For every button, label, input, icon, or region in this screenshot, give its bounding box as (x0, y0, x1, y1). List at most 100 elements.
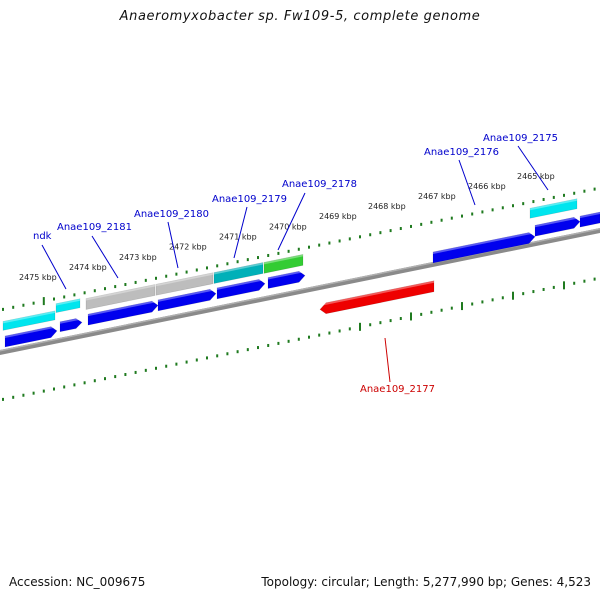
ruler-minor-tick (318, 243, 321, 247)
cds-arrow (534, 216, 581, 237)
ruler-minor-tick (297, 247, 300, 251)
cds-arrow (87, 300, 159, 326)
ruler-major-tick (461, 302, 463, 311)
cds-arrow-shine (268, 269, 305, 280)
ruler-minor-tick (144, 278, 147, 282)
ruler-minor-tick (379, 231, 382, 235)
ruler-minor-tick (267, 253, 270, 257)
cds-arrow (157, 288, 217, 312)
gene-block-teal-shine (214, 262, 263, 275)
ruler-minor-tick (216, 264, 219, 268)
genome-summary-text: Topology: circular; Length: 5,277,990 bp… (261, 575, 591, 589)
gene-labels: Anae109_2175 Anae109_2176 Anae109_2178 Anae… (33, 133, 558, 395)
gene-block-teal (213, 262, 264, 284)
ruler-minor-tick (195, 358, 198, 362)
ruler-minor-tick (104, 377, 106, 381)
ruler-minor-tick (165, 364, 168, 368)
ruler-minor-tick (53, 297, 55, 301)
ruler-minor-tick (410, 224, 412, 228)
ruler-tick-label: 2466 kbp (468, 182, 506, 191)
gene-label: ndk (33, 231, 52, 242)
ruler-minor-tick (308, 335, 310, 339)
ruler-minor-tick (552, 285, 555, 289)
ruler-minor-tick (287, 249, 290, 253)
ruler-minor-tick (226, 262, 229, 266)
ruler-minor-tick (583, 189, 586, 193)
ruler-minor-tick (522, 202, 525, 206)
ruler-minor-tick (83, 291, 86, 295)
ruler-minor-tick (73, 383, 76, 387)
cds-arrow-shine (5, 325, 57, 338)
ruler-minor-tick (257, 346, 259, 350)
feature-track (2, 198, 600, 348)
gene-block-green-shine (264, 254, 303, 265)
ruler-minor-tick (348, 327, 351, 331)
ruler-tick-label: 2469 kbp (319, 212, 357, 221)
ruler-minor-tick (2, 397, 4, 401)
ruler-minor-tick (165, 274, 168, 278)
ruler-minor-tick (338, 329, 341, 333)
gene-block-green (263, 254, 304, 274)
ruler-minor-tick (63, 385, 66, 389)
ruler-tick-label: 2467 kbp (418, 192, 456, 201)
ruler-minor-tick (542, 197, 545, 201)
gene-block-gray (85, 284, 156, 310)
cds-arrow-shine (217, 278, 265, 290)
ruler-minor-tick (134, 370, 137, 374)
ruler-minor-tick (297, 337, 300, 341)
ruler-minor-tick (440, 218, 443, 222)
ruler-major-tick (42, 297, 45, 306)
ruler-minor-tick (2, 307, 4, 311)
gene-block-cyan-shine (530, 198, 577, 211)
ruler-major-tick (410, 312, 412, 321)
gene-block-cyan (55, 298, 81, 313)
ruler-minor-tick (134, 280, 137, 284)
gene-block-gray-shine (156, 272, 213, 287)
ruler-minor-tick (175, 362, 178, 366)
cds-arrow (216, 279, 266, 300)
ruler-minor-tick (287, 339, 290, 343)
ruler-minor-tick (83, 381, 86, 385)
gene-label: Anae109_2181 (57, 222, 132, 233)
ruler-minor-tick (93, 289, 96, 293)
cds-arrow-shine (60, 317, 82, 324)
ruler-minor-tick (206, 356, 208, 360)
ruler-minor-tick (32, 391, 35, 395)
ruler-minor-tick (512, 204, 514, 208)
ruler-minor-tick (359, 235, 361, 239)
ruler-minor-tick (318, 333, 321, 337)
gene-block-cyan-shine (56, 298, 80, 306)
ruler-tick-label: 2474 kbp (69, 263, 107, 272)
ruler-minor-tick (53, 387, 55, 391)
ruler-minor-tick (124, 373, 127, 377)
ruler-minor-tick (195, 268, 198, 272)
gene-block-gray (155, 272, 214, 296)
ruler-minor-tick (185, 270, 188, 274)
gene-label: Anae109_2175 (483, 133, 558, 144)
ruler-tick-label: 2475 kbp (19, 273, 57, 282)
ruler-minor-tick (491, 298, 494, 302)
ruler-tick-labels: 2465 kbp 2466 kbp 2467 kbp 2468 kbp 2469 kbp… (19, 172, 555, 282)
ruler-minor-tick (420, 222, 423, 226)
ruler-minor-tick (226, 352, 229, 356)
ruler-minor-tick (328, 331, 331, 335)
cds-arrow-shine (433, 231, 535, 254)
ruler-minor-tick (155, 276, 157, 280)
ruler-minor-tick (308, 245, 310, 249)
ruler-minor-tick (348, 237, 351, 241)
ruler-minor-tick (369, 233, 372, 237)
ruler-minor-tick (532, 290, 535, 294)
accession-text: Accession: NC_009675 (9, 575, 146, 589)
ruler-minor-tick (155, 366, 157, 370)
gene-label-leader (91, 235, 119, 279)
ruler-minor-tick (22, 303, 25, 307)
gene-label: Anae109_2178 (282, 179, 357, 190)
ruler-minor-tick (328, 241, 331, 245)
ruler-minor-tick (491, 208, 494, 212)
ruler-tick-label: 2468 kbp (368, 202, 406, 211)
ruler-minor-tick (583, 279, 586, 283)
ruler-minor-tick (399, 317, 402, 321)
ruler-minor-tick (236, 350, 239, 354)
ruler-minor-tick (185, 360, 188, 364)
